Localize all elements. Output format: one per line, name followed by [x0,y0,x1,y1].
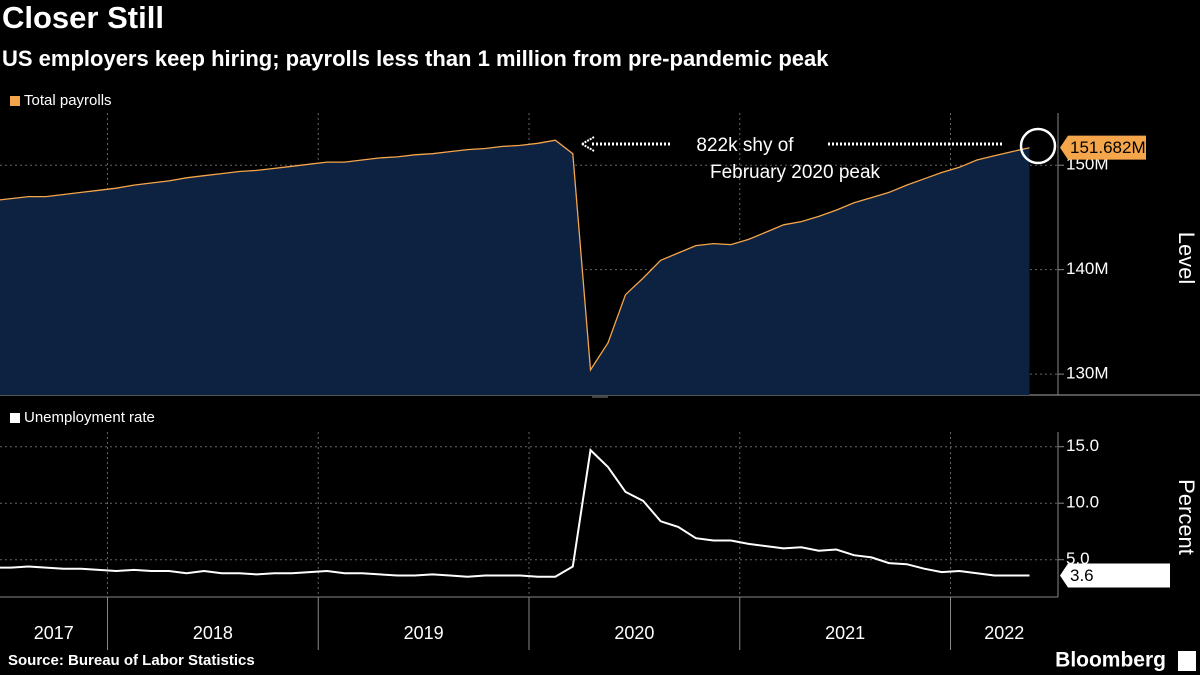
x-tick-label: 2018 [193,623,233,643]
brand: Bloomberg [1055,649,1166,672]
chart-subtitle: US employers keep hiring; payrolls less … [2,46,829,71]
chart-title: Closer Still [2,0,164,35]
legend-label: Total payrolls [24,92,112,109]
series-group [0,448,1030,578]
legend-swatch [10,413,20,423]
line [0,448,1030,578]
y-axis-label: Percent [1174,479,1199,555]
series-group [0,139,1030,395]
area [0,140,1030,395]
y-tick-label: 15.0 [1066,436,1099,455]
brand-icon [1178,651,1196,671]
x-tick-label: 2021 [825,623,865,643]
value-label-box [1060,563,1170,588]
arrow-head [581,136,595,152]
y-tick-label: 5.0 [1066,549,1090,568]
y-axis-label: Level [1174,232,1199,285]
y-tick-label: 130M [1066,364,1109,383]
legend-swatch [10,96,20,106]
line [0,139,1030,372]
y-tick-label: 140M [1066,259,1109,278]
legend-label: Unemployment rate [24,409,155,426]
x-tick-label: 2019 [404,623,444,643]
annotation: 822k shy of [696,135,794,156]
value-label: 151.682M [1070,138,1146,157]
x-tick-label: 2020 [614,623,654,643]
value-label-box [1060,135,1146,160]
x-tick-label: 2017 [34,623,74,643]
y-tick-label: 10.0 [1066,493,1099,512]
x-tick-label: 2022 [984,623,1024,643]
source: Source: Bureau of Labor Statistics [8,652,255,669]
value-label: 3.6 [1070,566,1094,585]
annotation: February 2020 peak [710,162,881,183]
highlight-circle [1019,127,1057,165]
